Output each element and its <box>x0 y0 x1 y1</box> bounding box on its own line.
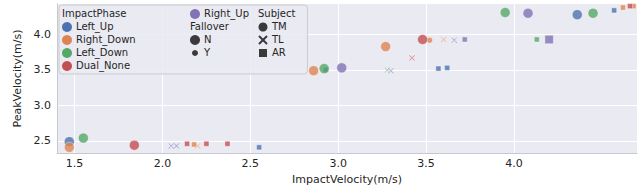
svg-text:Dual_None: Dual_None <box>76 60 130 72</box>
svg-text:2.5: 2.5 <box>242 157 260 170</box>
svg-text:Fallover: Fallover <box>190 21 230 32</box>
svg-text:3.0: 3.0 <box>329 157 347 170</box>
svg-text:3.5: 3.5 <box>34 63 52 76</box>
svg-text:3.5: 3.5 <box>417 157 435 170</box>
svg-text:TM: TM <box>271 21 287 32</box>
svg-text:2.5: 2.5 <box>34 134 52 147</box>
svg-text:Left_Down: Left_Down <box>76 47 128 59</box>
svg-text:Right_Up: Right_Up <box>204 8 249 20</box>
svg-text:3.0: 3.0 <box>34 99 52 112</box>
svg-text:Subject: Subject <box>258 8 295 19</box>
svg-text:4.0: 4.0 <box>34 28 52 41</box>
svg-text:Left_Up: Left_Up <box>76 21 113 33</box>
svg-text:N: N <box>204 34 211 45</box>
svg-text:2.0: 2.0 <box>154 157 172 170</box>
svg-text:AR: AR <box>272 47 286 58</box>
svg-text:PeakVelocity(m/s): PeakVelocity(m/s) <box>11 29 24 127</box>
svg-text:1.5: 1.5 <box>66 157 84 170</box>
svg-text:ImpactPhase: ImpactPhase <box>62 8 126 19</box>
svg-text:TL: TL <box>271 34 284 45</box>
svg-text:Right_Down: Right_Down <box>76 34 136 46</box>
svg-text:ImpactVelocity(m/s): ImpactVelocity(m/s) <box>292 173 402 186</box>
svg-text:Y: Y <box>203 47 211 58</box>
svg-text:4.0: 4.0 <box>505 157 523 170</box>
